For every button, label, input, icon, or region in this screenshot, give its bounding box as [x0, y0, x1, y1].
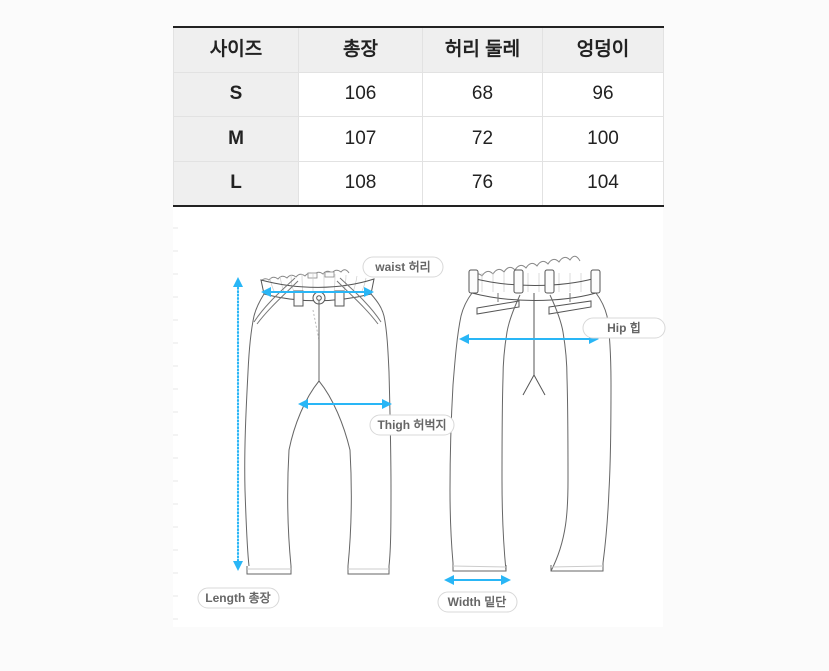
svg-text:Length 총장: Length 총장	[205, 590, 270, 605]
svg-text:Hip 힙: Hip 힙	[607, 320, 641, 335]
svg-text:Width 밑단: Width 밑단	[448, 594, 507, 609]
svg-text:Thigh 허벅지: Thigh 허벅지	[377, 417, 446, 432]
svg-text:waist 허리: waist 허리	[374, 259, 430, 274]
